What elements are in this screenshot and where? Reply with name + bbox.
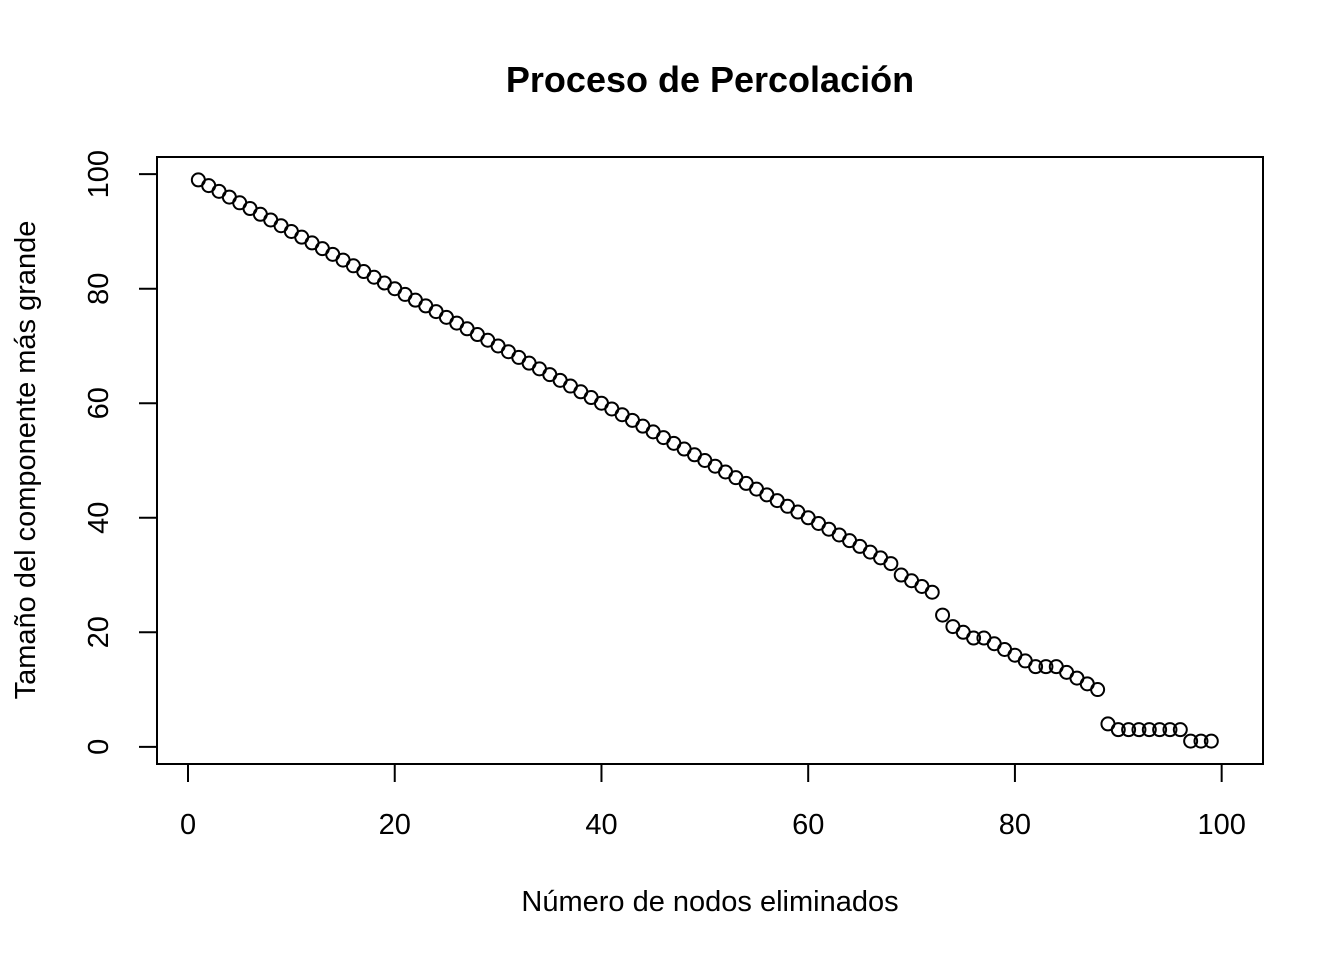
- y-tick-label: 40: [83, 502, 115, 534]
- data-point: [1090, 682, 1106, 698]
- data-point: [883, 556, 899, 572]
- y-tick-label: 100: [83, 150, 115, 198]
- data-point: [1193, 733, 1209, 749]
- data-point: [1028, 659, 1044, 675]
- x-tick-label: 0: [180, 809, 196, 841]
- y-tick-label: 0: [83, 739, 115, 755]
- chart-title: Proceso de Percolación: [506, 59, 914, 100]
- x-tick-label: 60: [792, 809, 824, 841]
- x-tick-label: 20: [379, 809, 411, 841]
- data-point: [966, 630, 982, 646]
- data-point: [1121, 722, 1137, 738]
- data-point: [1141, 722, 1157, 738]
- data-point: [1172, 722, 1188, 738]
- data-point: [1110, 722, 1126, 738]
- data-points: [190, 172, 1219, 749]
- data-point: [924, 584, 940, 600]
- y-tick-label: 60: [83, 387, 115, 419]
- plot-area: [156, 156, 1264, 765]
- y-axis: 0 20 40 60 80 100: [83, 150, 158, 755]
- x-tick-label: 80: [999, 809, 1031, 841]
- data-point: [1183, 733, 1199, 749]
- x-axis-label: Número de nodos eliminados: [521, 886, 898, 918]
- data-point: [1203, 733, 1219, 749]
- y-tick-label: 20: [83, 616, 115, 648]
- data-point: [1152, 722, 1168, 738]
- data-point: [1162, 722, 1178, 738]
- data-point: [1038, 659, 1054, 675]
- x-tick-label: 40: [585, 809, 617, 841]
- data-point: [1131, 722, 1147, 738]
- x-axis: 0 20 40 60 80 100: [180, 763, 1246, 841]
- data-point: [935, 607, 951, 623]
- x-tick-label: 100: [1197, 809, 1245, 841]
- y-tick-label: 80: [83, 273, 115, 305]
- y-axis-label: Tamaño del componente más grande: [10, 221, 42, 700]
